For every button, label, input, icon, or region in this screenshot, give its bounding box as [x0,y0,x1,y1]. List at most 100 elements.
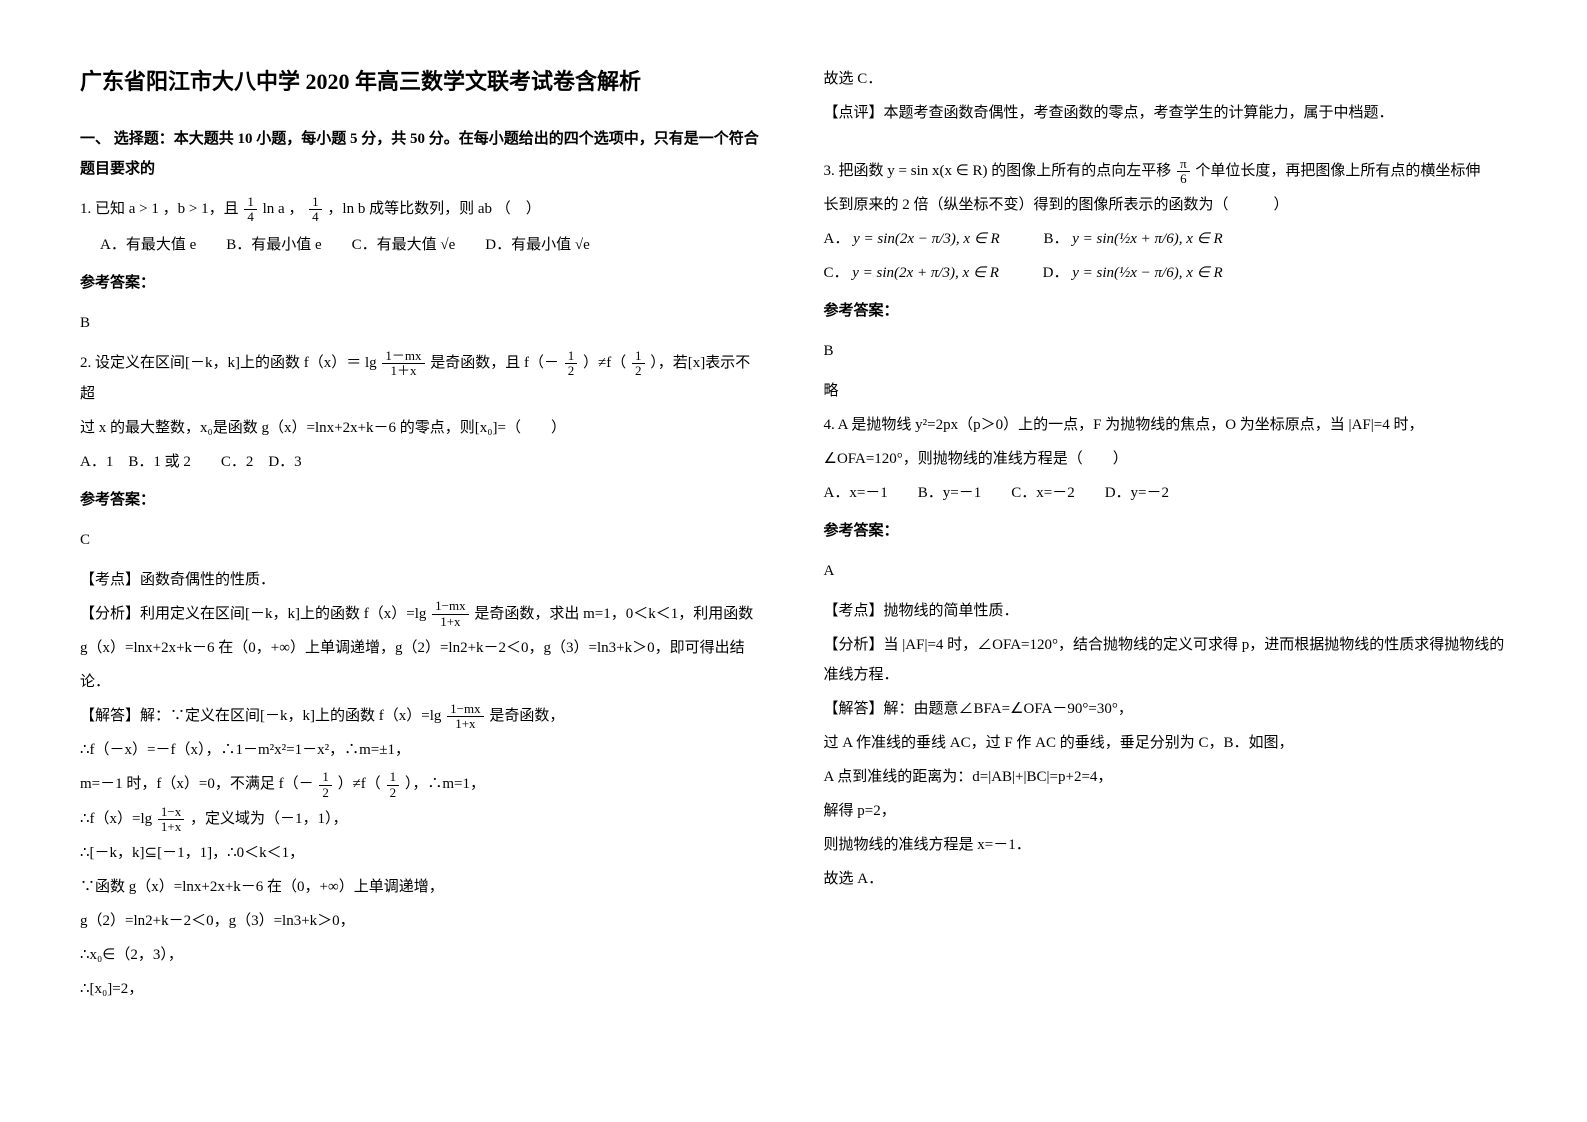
q3-A-label: A． [824,231,850,247]
q2-solve-3b: ）≠f（ [338,776,381,792]
q2-s3-frac2: 12 [387,770,400,800]
q2-s4-frac: 1−x1+x [158,805,184,835]
q4-analysis: 当 |AF|=4 时，∠OFA=120°，结合抛物线的定义可求得 p，进而根据抛… [824,637,1505,683]
q2-analysis-4: 论． [80,667,764,697]
q3-mid2: 个单位长度，再把图像上所有点的横坐标伸 [1195,163,1480,179]
answer-label-2: 参考答案： [80,485,764,515]
q2-solve-5: ∴[－k，k]⊆[－1，1]，∴0＜k＜1， [80,838,764,868]
q1-mid1: ln a ， [263,201,304,217]
q4-solve-4: 解得 p=2， [824,796,1508,826]
q3-prefix: 3. 把函数 [824,163,884,179]
q4-line1: 4. A 是抛物线 y²=2px（p＞0）上的一点，F 为抛物线的焦点，O 为坐… [824,410,1508,440]
q4-answer: A [824,556,1508,586]
q2-solve-label: 【解答】 [80,708,140,724]
q1-options: A．有最大值 e B．有最小值 e C．有最大值 √e D．有最小值 √e [80,230,764,260]
q3-optC: y = sin(2x + π/3), x ∈ R [852,265,999,281]
q2-solve-7: g（2）=ln2+k－2＜0，g（3）=ln3+k＞0， [80,906,764,936]
q1-frac1: 14 [244,195,257,225]
q2-lg: lg [365,355,377,371]
q3-note: 略 [824,376,1508,406]
q4-point-label: 【考点】 [824,603,884,619]
q2-mid2: ）≠f（ [583,355,626,371]
q2-solve-row1: 【解答】解：∵定义在区间[－k，k]上的函数 f（x）=lg 1−mx1+x 是… [80,701,764,731]
q2-solve-4b: ，定义域为（－1，1）， [190,811,348,827]
cont-row: 【点评】本题考查函数奇偶性，考查函数的零点，考查学生的计算能力，属于中档题． [824,98,1508,128]
q3-answer: B [824,336,1508,366]
left-column: 广东省阳江市大八中学 2020 年高三数学文联考试卷含解析 一、 选择题：本大题… [50,60,794,1062]
q3-pi6: π6 [1177,157,1190,187]
q4-analysis-row: 【分析】当 |AF|=4 时，∠OFA=120°，结合抛物线的定义可求得 p，进… [824,630,1508,690]
q4-point: 抛物线的简单性质． [884,603,1019,619]
q3-options-row1: A． y = sin(2x − π/3), x ∈ R B． y = sin(½… [824,224,1508,254]
q4-solve-1: 解：由题意∠BFA=∠OFA－90°=30°， [884,701,1133,717]
question-3: 3. 把函数 y = sin x(x ∈ R) 的图像上所有的点向左平移 π6 … [824,156,1508,186]
q3-options-row2: C． y = sin(2x + π/3), x ∈ R D． y = sin(½… [824,258,1508,288]
q3-B-label: B． [1043,231,1068,247]
q2-solve-3c: ），∴m=1， [405,776,485,792]
cont-label: 【点评】 [824,105,884,121]
q2-options: A．1 B．1 或 2 C．2 D．3 [80,447,764,477]
q4-solve-row: 【解答】解：由题意∠BFA=∠OFA－90°=30°， [824,694,1508,724]
q2-solve-6: ∵函数 g（x）=lnx+2x+k－6 在（0，+∞）上单调递增， [80,872,764,902]
q2-analysis-2: 是奇函数，求出 m=1，0＜k＜1，利用函数 [474,606,753,622]
q1-frac2: 14 [309,195,322,225]
q2-solve-3a: m=－1 时，f（x）=0，不满足 f（－ [80,776,314,792]
q2-half2: 12 [632,349,645,379]
cont-1: 故选 C． [824,64,1508,94]
q2-answer: C [80,525,764,555]
q4-solve-3: A 点到准线的距离为：d=|AB|+|BC|=p+2=4， [824,762,1508,792]
q1-prefix: 1. 已知 [80,201,125,217]
q2-point-label: 【考点】 [80,572,140,588]
q2-solve-2: ∴f（－x）=－f（x），∴1－m²x²=1－x²，∴m=±1， [80,735,764,765]
q4-analysis-label: 【分析】 [824,637,884,653]
q2-solve-8: ∴x₀∈（2，3）， [80,940,764,970]
q2-solve-4a: ∴f（x）=lg [80,811,156,827]
q4-solve-6: 故选 A． [824,864,1508,894]
q2-analysis-1: 利用定义在区间[－k，k]上的函数 f（x）=lg [140,606,430,622]
q4-solve-5: 则抛物线的准线方程是 x=－1． [824,830,1508,860]
q2-mid: 是奇函数，且 f（－ [430,355,559,371]
q3-optD: y = sin(½x − π/6), x ∈ R [1072,265,1222,281]
q2-prefix: 2. 设定义在区间[－k，k]上的函数 f（x）＝ [80,355,361,371]
q2-point-text: 函数奇偶性的性质． [140,572,275,588]
answer-label-3: 参考答案： [824,296,1508,326]
q2-solve-row4: ∴f（x）=lg 1−x1+x ，定义域为（－1，1）， [80,804,764,834]
question-2: 2. 设定义在区间[－k，k]上的函数 f（x）＝ lg 1－mx1＋x 是奇函… [80,348,764,408]
cont-2: 本题考查函数奇偶性，考查函数的零点，考查学生的计算能力，属于中档题． [884,105,1394,121]
q1-mid2: ，ln b 成等比数列，则 [327,201,474,217]
section-header: 一、 选择题：本大题共 10 小题，每小题 5 分，共 50 分。在每小题给出的… [80,124,764,184]
q2-solve-1: 解：∵定义在区间[－k，k]上的函数 f（x）=lg [140,708,445,724]
q3-optA: y = sin(2x − π/3), x ∈ R [853,231,1000,247]
q2-frac: 1－mx1＋x [382,349,424,379]
q2-sv-frac: 1−mx1+x [447,702,483,732]
q2-point: 【考点】函数奇偶性的性质． [80,565,764,595]
q3-C-label: C． [824,265,849,281]
q2-analysis-3: g（x）=lnx+2x+k－6 在（0，+∞）上单调递增，g（2）=ln2+k－… [80,633,764,663]
q2-analysis-label: 【分析】 [80,606,140,622]
q2-half1: 12 [565,349,578,379]
q2-an-frac: 1−mx1+x [432,599,468,629]
q1-cond: a > 1 ，b > 1，且 [129,201,239,217]
q3-mid1: 的图像上所有的点向左平移 [991,163,1171,179]
q4-line2: ∠OFA=120°，则抛物线的准线方程是（ ） [824,444,1508,474]
question-1: 1. 已知 a > 1 ，b > 1，且 14 ln a ， 14 ，ln b … [80,194,764,224]
q2-solve-row3: m=－1 时，f（x）=0，不满足 f（－ 12 ）≠f（ 12 ），∴m=1， [80,769,764,799]
answer-label-4: 参考答案： [824,516,1508,546]
q1-tail: ab （ ） [478,201,541,217]
answer-label-1: 参考答案： [80,268,764,298]
q2-solve-9: ∴[x₀]=2， [80,974,764,1004]
q4-options: A．x=－1 B．y=－1 C．x=－2 D．y=－2 [824,478,1508,508]
q3-optB: y = sin(½x + π/6), x ∈ R [1072,231,1222,247]
q3-D-label: D． [1043,265,1069,281]
q1-answer: B [80,308,764,338]
exam-title: 广东省阳江市大八中学 2020 年高三数学文联考试卷含解析 [80,60,764,104]
right-column: 故选 C． 【点评】本题考查函数奇偶性，考查函数的零点，考查学生的计算能力，属于… [794,60,1538,1062]
q4-point-row: 【考点】抛物线的简单性质． [824,596,1508,626]
q4-solve-2: 过 A 作准线的垂线 AC，过 F 作 AC 的垂线，垂足分别为 C，B．如图， [824,728,1508,758]
q3-line2: 长到原来的 2 倍（纵坐标不变）得到的图像所表示的函数为（ ） [824,190,1508,220]
q2-analysis-row1: 【分析】利用定义在区间[－k，k]上的函数 f（x）=lg 1−mx1+x 是奇… [80,599,764,629]
q4-solve-label: 【解答】 [824,701,884,717]
q3-func: y = sin x(x ∈ R) [887,163,987,179]
q2-s3-frac1: 12 [319,770,332,800]
q2-solve-1b: 是奇函数， [489,708,564,724]
